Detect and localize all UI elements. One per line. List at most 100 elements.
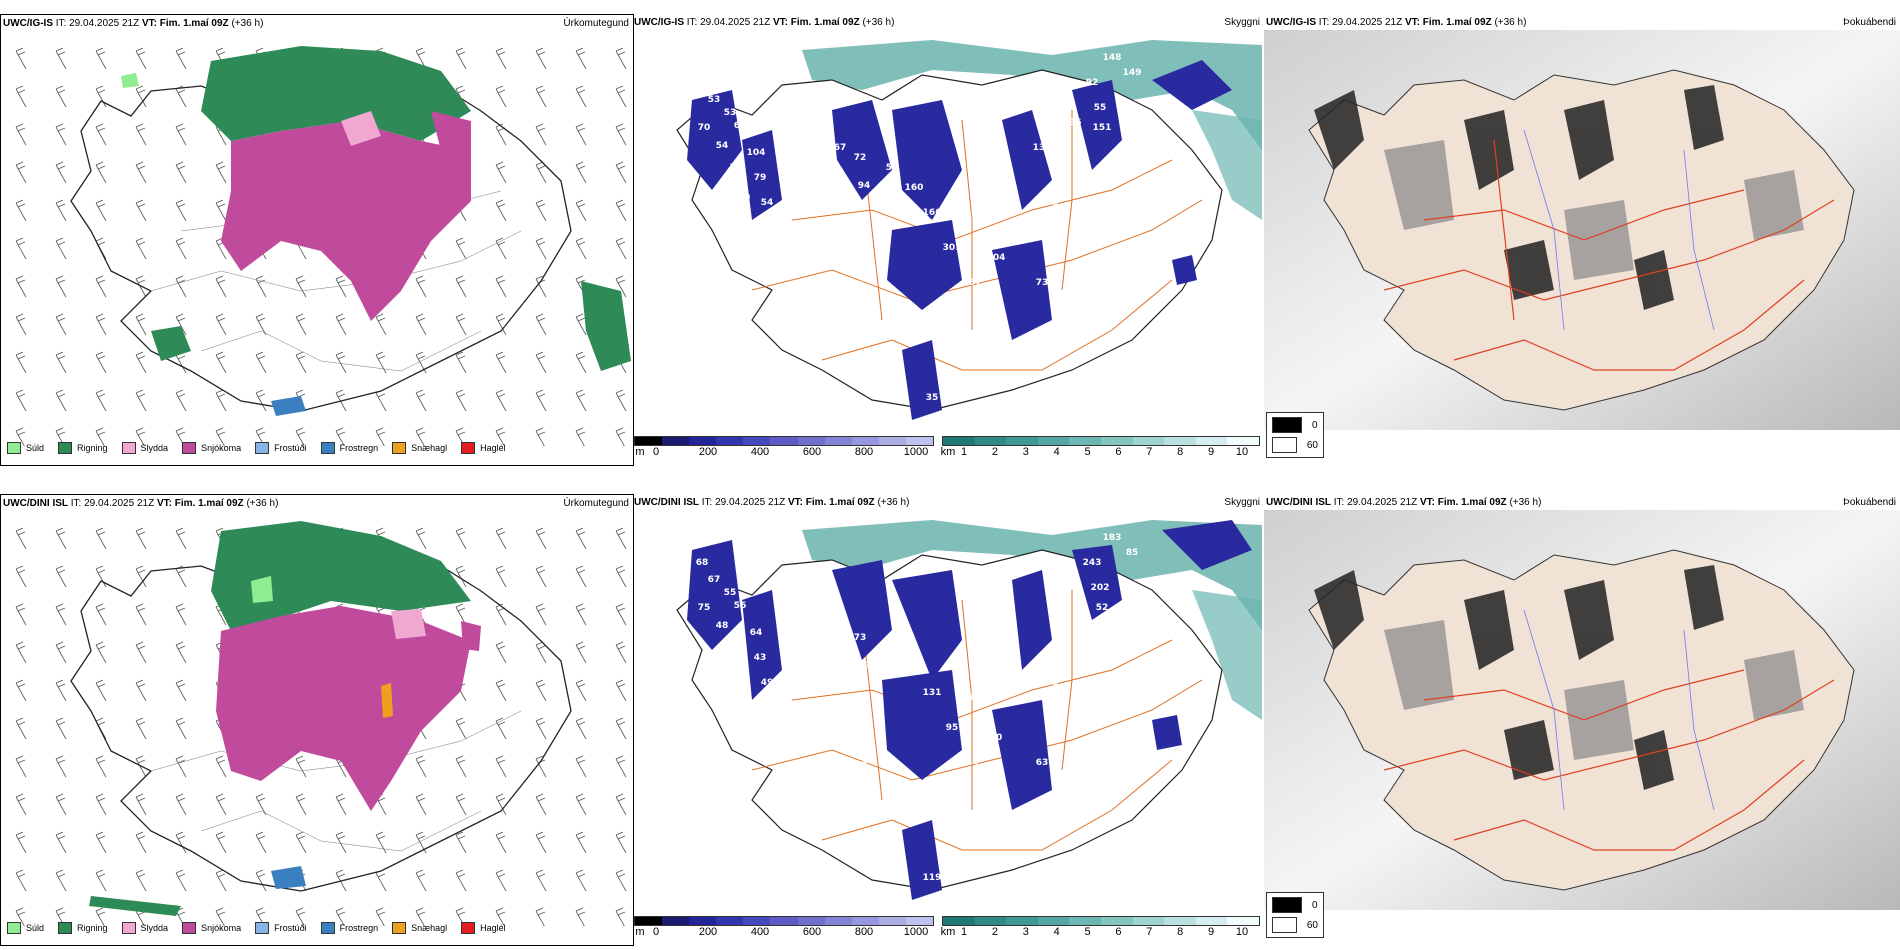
cloudbase-value: 79 xyxy=(754,173,767,183)
cloudbase-value: 94 xyxy=(858,181,871,191)
wind-barb xyxy=(175,717,187,740)
cloudbase-value: 68 xyxy=(696,558,709,568)
colorbar-step xyxy=(635,437,663,445)
wind-barb xyxy=(95,717,107,740)
colorbar-tick: 0 xyxy=(652,926,660,938)
wind-barb xyxy=(215,793,227,816)
wind-barb xyxy=(495,907,506,926)
wind-barb xyxy=(575,641,587,664)
colorbar-step xyxy=(974,437,1007,445)
colorbar-step xyxy=(1100,437,1133,445)
wind-barb xyxy=(615,869,627,892)
wind-barb xyxy=(575,199,587,222)
legend-label: Snjókoma xyxy=(201,443,242,453)
init-time: 29.04.2025 21Z xyxy=(1347,497,1418,508)
wind-barb xyxy=(255,427,266,446)
cloudbase-value: 64 xyxy=(750,628,763,638)
wind-barb xyxy=(135,603,147,626)
wind-barb xyxy=(495,313,507,336)
colorbar-step xyxy=(743,917,771,925)
lead-time: (+36 h) xyxy=(1494,17,1527,28)
colorbar-step xyxy=(878,917,906,925)
wind-barb xyxy=(615,237,627,260)
wind-barb xyxy=(15,907,26,926)
colorbar-step xyxy=(1037,437,1070,445)
wind-barb xyxy=(135,199,147,222)
cloudbase-value: 83 xyxy=(966,213,979,223)
wind-barb xyxy=(615,427,626,446)
colorbar-step xyxy=(770,917,798,925)
wind-barb xyxy=(615,717,627,740)
legend-item: Rigning xyxy=(58,442,108,454)
cloudbase-value: 48 xyxy=(948,353,961,363)
cloudbase-value: 115 xyxy=(963,693,982,703)
cloudbase-value: 49 xyxy=(761,678,774,688)
colorbar-step xyxy=(1069,917,1101,925)
wind-barb xyxy=(95,161,107,184)
cloudbase-value: 43 xyxy=(848,301,861,311)
wind-barb xyxy=(575,793,587,816)
init-time: 29.04.2025 21Z xyxy=(700,17,771,28)
wind-barb xyxy=(415,793,427,816)
wind-barb xyxy=(55,565,67,588)
legend-label: Frostregn xyxy=(339,923,379,933)
wind-barb xyxy=(455,869,467,892)
wind-barb xyxy=(255,869,267,892)
wind-barb xyxy=(215,831,227,854)
cloudbase-value: 67 xyxy=(834,143,847,153)
legend-label: Slydda xyxy=(140,923,169,933)
wind-barb xyxy=(175,793,187,816)
legend-item: Frostregn xyxy=(320,442,378,454)
valid-time: Fim. 1.maí 09Z xyxy=(174,498,244,509)
wind-barb xyxy=(135,313,147,336)
fog-grey-areas xyxy=(1384,140,1804,280)
legend-swatch xyxy=(182,442,197,454)
init-time: 29.04.2025 21Z xyxy=(1332,17,1403,28)
legend-item: Snjókoma xyxy=(182,922,241,934)
legend-swatch xyxy=(255,442,270,454)
cloudbase-value: 54 xyxy=(761,198,774,208)
colorbar-tick: 1 xyxy=(960,926,968,938)
wind-barb xyxy=(575,603,587,626)
wind-barb xyxy=(455,907,466,926)
legend-label: Rigning xyxy=(77,923,108,933)
visibility-colorbar: km 1 2 3 4 5 6 7 8 9 10 xyxy=(941,916,1260,942)
colorbar-step xyxy=(662,437,690,445)
fog-map xyxy=(1264,30,1900,430)
colorbar-step xyxy=(1069,437,1101,445)
cloudbase-value: 138 xyxy=(1053,133,1072,143)
cloudbase-value: 48 xyxy=(716,621,729,631)
valid-time: Fim. 1.maí 09Z xyxy=(1422,17,1492,28)
wind-barb xyxy=(15,85,27,108)
wind-barb xyxy=(95,389,107,412)
wind-barb xyxy=(535,389,547,412)
lead-time: (+36 h) xyxy=(231,18,264,29)
wind-barb xyxy=(135,47,147,70)
wind-barb xyxy=(375,427,386,446)
wind-barb xyxy=(335,869,347,892)
fog-index-key: 0 60 xyxy=(1266,412,1324,458)
legend-item: Slydda xyxy=(121,442,168,454)
wind-barb xyxy=(175,831,187,854)
legend-swatch xyxy=(320,922,335,934)
wind-barb xyxy=(95,641,107,664)
colorbar-step xyxy=(943,917,975,925)
colorbar-tick: 5 xyxy=(1084,926,1091,938)
cloudbase-value: 104 xyxy=(747,148,766,158)
wind-barb xyxy=(55,161,67,184)
precip-areas xyxy=(121,46,631,416)
colorbar-step xyxy=(905,437,934,445)
wind-barb xyxy=(495,565,507,588)
cloudbase-value: 55 xyxy=(1094,103,1107,113)
wind-barb xyxy=(535,565,547,588)
cloudbase-value: 44 xyxy=(966,758,979,768)
cloudbase-value: 160 xyxy=(905,183,924,193)
wind-barb xyxy=(535,793,547,816)
wind-barb xyxy=(95,869,107,892)
wind-barb xyxy=(375,869,387,892)
wind-barb xyxy=(535,85,547,108)
wind-barb xyxy=(455,755,467,778)
wind-barb xyxy=(575,389,587,412)
